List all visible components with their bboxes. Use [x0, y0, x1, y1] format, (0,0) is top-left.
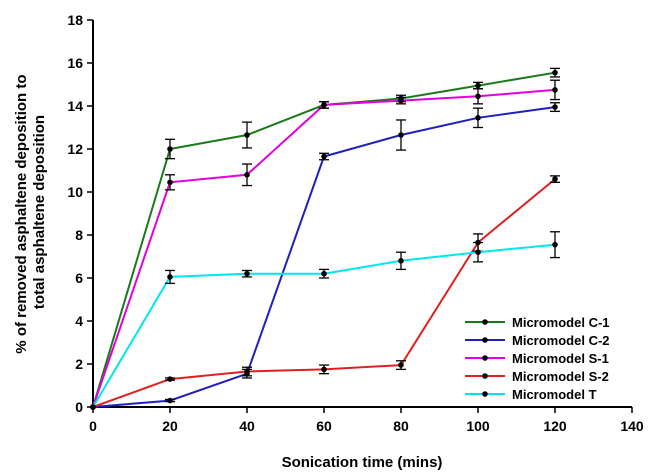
- x-tick-label: 60: [316, 418, 332, 434]
- data-point: [244, 270, 250, 277]
- data-point: [167, 179, 173, 186]
- data-point: [552, 104, 558, 110]
- data-point: [398, 97, 404, 104]
- x-tick-label: 100: [466, 418, 490, 434]
- y-tick-label: 16: [67, 55, 83, 71]
- legend-label: Micromodel S-1: [512, 351, 609, 366]
- y-tick-label: 8: [75, 227, 83, 243]
- legend-marker: [482, 355, 488, 361]
- data-point: [398, 132, 404, 138]
- x-tick-label: 80: [393, 418, 409, 434]
- y-tick-label: 18: [67, 12, 83, 28]
- y-tick-label: 6: [75, 270, 83, 286]
- data-point: [552, 241, 558, 248]
- data-point: [244, 368, 250, 375]
- legend-marker: [482, 337, 488, 343]
- data-point: [398, 258, 404, 264]
- x-tick-label: 140: [620, 418, 644, 434]
- legend-marker: [482, 319, 488, 325]
- axes: 0 2 4 6 8 10 12 14 16 18 0 20 40 60 80 100 120 140: [67, 12, 643, 434]
- legend-label: Micromodel C-2: [512, 333, 610, 348]
- data-point: [321, 102, 327, 108]
- data-point: [167, 397, 173, 404]
- legend-label: Micromodel T: [512, 387, 597, 402]
- series-layer: [90, 67, 560, 410]
- legend: Micromodel C-1 Micromodel C-2 Micromodel S…: [465, 315, 610, 402]
- x-tick-label: 40: [239, 418, 255, 434]
- y-tick-label: 2: [75, 356, 83, 372]
- data-point: [244, 172, 250, 178]
- data-point: [244, 132, 250, 138]
- x-tick-label: 120: [543, 418, 567, 434]
- data-point: [398, 362, 404, 368]
- y-axis-label-line-1: % of removed asphaltene deposition to: [13, 74, 30, 353]
- y-tick-label: 0: [75, 399, 83, 415]
- y-tick-label: 4: [75, 313, 83, 329]
- series-group: [90, 102, 560, 410]
- data-point: [475, 115, 481, 121]
- y-tick-label: 12: [67, 141, 83, 157]
- legend-label: Micromodel S-2: [512, 369, 609, 384]
- x-axis-label: Sonication time (mins): [282, 454, 443, 471]
- data-point: [552, 69, 558, 76]
- y-tick-label: 10: [67, 184, 83, 200]
- legend-marker: [482, 373, 488, 379]
- legend-label: Micromodel C-1: [512, 315, 610, 330]
- data-point: [552, 87, 558, 93]
- series-group: [90, 231, 560, 410]
- x-tick-label: 0: [89, 418, 97, 434]
- data-point: [321, 153, 327, 160]
- series-group: [90, 79, 560, 410]
- data-point: [167, 146, 173, 152]
- data-point: [475, 82, 481, 89]
- data-point: [321, 366, 327, 373]
- data-point: [321, 270, 327, 277]
- y-axis-label-line-2: total asphaltene deposition: [31, 115, 48, 309]
- series-line: [92, 106, 556, 408]
- data-point: [167, 376, 173, 382]
- data-point: [90, 404, 96, 410]
- y-axis-label: % of removed asphaltene deposition to to…: [13, 70, 48, 353]
- data-point: [552, 176, 558, 182]
- data-point: [475, 93, 481, 100]
- x-tick-label: 20: [162, 418, 178, 434]
- data-point: [475, 249, 481, 255]
- y-tick-label: 14: [67, 98, 83, 114]
- data-point: [167, 274, 173, 280]
- legend-marker: [482, 391, 488, 397]
